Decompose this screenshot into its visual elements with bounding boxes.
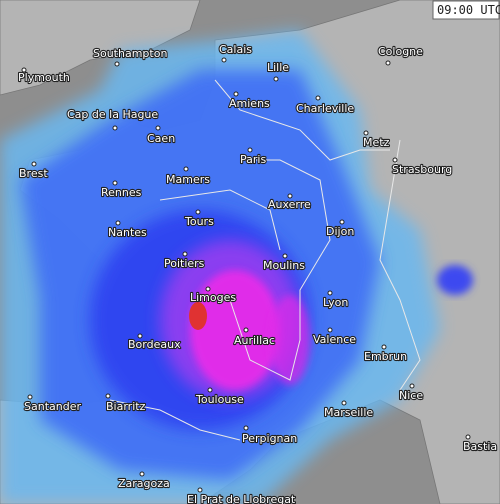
city-label: Santander [24,400,81,413]
city-label: Metz [363,136,390,149]
heavy-rain-core [189,302,207,330]
city-label: Cap de la Hague [67,108,158,121]
city-label: Strasbourg [392,163,452,176]
city-label: Nice [399,389,423,402]
city-label: Nantes [108,226,147,239]
city-dots [21,57,471,493]
city-label: Charleville [296,102,354,115]
city-label: Caen [147,132,175,145]
city-label: Auxerre [268,198,311,211]
city-label: El Prat de Llobregat [187,493,296,504]
city-labels: Southampton Calais Cologne Plymouth Lill… [17,42,498,504]
time-box [432,0,500,20]
city-label: Aurillac [234,334,275,347]
city-label: Lyon [323,296,348,309]
city-label: Toulouse [195,393,244,406]
city-label: Rennes [101,186,142,199]
borders [109,79,421,441]
city-label: Biarritz [106,400,146,413]
city-label: Tours [184,215,214,228]
city-label: Limoges [190,291,236,304]
time-label: 09:00 UTC [437,3,500,17]
city-label: Moulins [263,259,305,272]
radar-echo [0,30,473,504]
city-label: Marseille [324,406,373,419]
city-label: Paris [240,153,266,166]
city-label: Valence [313,333,356,346]
city-label: Embrun [364,350,407,363]
city-label: Mamers [166,173,210,186]
city-label: Bastia [463,440,497,453]
city-label: Dijon [326,225,354,238]
city-label: Lille [267,61,289,74]
city-label: Zaragoza [118,477,170,490]
city-label: Plymouth [18,71,70,84]
city-label: Poitiers [164,257,205,270]
city-label: Bordeaux [128,338,181,351]
city-label: Cologne [378,45,423,58]
city-label: Calais [219,43,252,56]
city-label: Southampton [93,47,167,60]
city-label: Amiens [229,97,270,110]
city-label: Perpignan [242,432,297,445]
city-label: Brest [19,167,48,180]
